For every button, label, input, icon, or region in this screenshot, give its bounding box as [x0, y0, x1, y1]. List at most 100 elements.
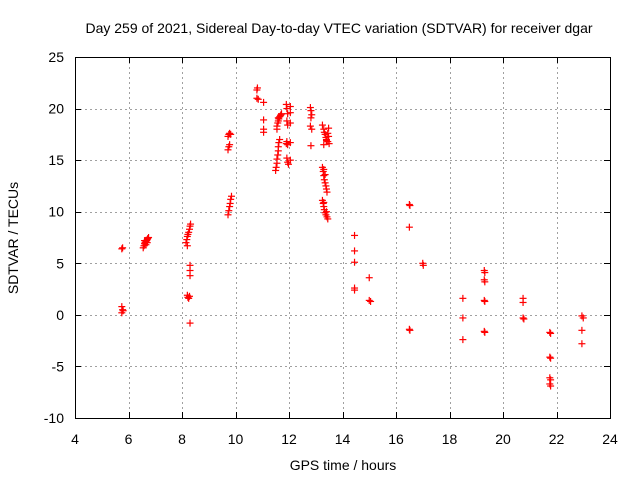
x-tick-label: 18	[442, 431, 458, 447]
axis-ticks	[75, 57, 611, 419]
data-points	[118, 84, 587, 390]
data-point	[519, 298, 527, 306]
data-point	[351, 286, 359, 294]
data-point	[578, 340, 586, 348]
data-point	[276, 136, 284, 144]
data-point	[284, 160, 292, 168]
data-point	[286, 119, 294, 127]
data-point	[185, 292, 193, 300]
data-point	[283, 138, 291, 146]
data-point	[254, 95, 262, 103]
data-point	[459, 314, 467, 322]
data-point	[320, 198, 328, 206]
data-point	[320, 165, 328, 173]
data-point	[253, 84, 261, 92]
x-tick-label: 4	[71, 431, 79, 447]
data-point	[307, 107, 315, 115]
data-point	[367, 297, 375, 305]
data-point	[325, 124, 333, 132]
data-point	[272, 163, 280, 171]
y-tick-labels: -10 -5 0 5 10 15 20 25	[44, 49, 64, 426]
data-point	[481, 297, 489, 305]
data-point	[546, 353, 554, 361]
data-point	[321, 179, 329, 187]
data-point	[260, 128, 268, 136]
x-tick-label: 12	[281, 431, 297, 447]
data-point	[459, 294, 467, 302]
data-point	[322, 208, 330, 216]
y-axis-label: SDTVAR / TECUs	[5, 182, 21, 294]
x-tick-label: 10	[228, 431, 244, 447]
data-point	[320, 176, 328, 184]
y-tick-label: 20	[48, 101, 64, 117]
y-tick-label: 5	[56, 255, 64, 271]
data-point	[547, 382, 555, 390]
data-point	[227, 192, 235, 200]
data-point	[227, 130, 235, 138]
data-point	[481, 269, 489, 277]
data-point	[275, 139, 283, 147]
data-point	[226, 129, 234, 137]
data-point	[119, 307, 127, 315]
data-point	[481, 278, 489, 286]
data-point	[226, 141, 234, 149]
data-point	[520, 315, 528, 323]
x-tick-label: 20	[495, 431, 511, 447]
data-point	[278, 110, 286, 118]
data-point	[323, 188, 331, 196]
data-point	[186, 272, 194, 280]
x-axis-label: GPS time / hours	[290, 457, 397, 473]
data-point	[224, 211, 232, 219]
data-point	[546, 328, 554, 336]
data-point	[406, 326, 414, 334]
data-point	[351, 231, 359, 239]
data-point	[119, 244, 127, 252]
data-point	[324, 215, 332, 223]
data-point	[286, 156, 294, 164]
data-point	[118, 245, 126, 253]
x-tick-label: 14	[335, 431, 351, 447]
x-tick-label: 6	[125, 431, 133, 447]
data-point	[118, 303, 126, 311]
data-point	[260, 98, 268, 106]
data-point	[306, 122, 314, 130]
data-point	[286, 139, 294, 147]
data-point	[274, 114, 282, 122]
y-tick-label: -5	[52, 358, 65, 374]
y-tick-label: -10	[44, 410, 64, 426]
y-tick-label: 0	[56, 307, 64, 323]
data-point	[187, 220, 195, 228]
x-tick-labels: 4 6 8 10 12 14 16 18 20 22 24	[71, 431, 618, 447]
data-point	[547, 329, 555, 337]
x-tick-label: 24	[602, 431, 618, 447]
data-point	[186, 319, 194, 327]
data-point	[406, 202, 414, 210]
data-point	[183, 242, 191, 250]
x-tick-label: 16	[388, 431, 404, 447]
y-tick-label: 15	[48, 152, 64, 168]
grid	[75, 57, 610, 418]
data-point	[351, 247, 359, 255]
data-point	[481, 328, 489, 336]
y-tick-label: 25	[48, 49, 64, 65]
data-point	[325, 132, 333, 140]
data-point	[519, 314, 527, 322]
data-point	[459, 336, 467, 344]
x-tick-label: 8	[178, 431, 186, 447]
data-point	[308, 111, 316, 119]
data-point	[273, 155, 281, 163]
data-point	[405, 223, 413, 231]
data-point	[547, 376, 555, 384]
data-point	[260, 116, 268, 124]
data-point	[307, 114, 315, 122]
data-point	[286, 109, 294, 117]
data-point	[145, 234, 153, 241]
y-tick-label: 10	[48, 204, 64, 220]
data-point	[365, 296, 373, 304]
chart-title: Day 259 of 2021, Sidereal Day-to-day VTE…	[85, 20, 592, 36]
data-point	[286, 103, 294, 111]
data-point	[224, 146, 232, 154]
data-point	[253, 94, 261, 102]
data-point	[320, 141, 328, 149]
data-point	[322, 137, 330, 145]
